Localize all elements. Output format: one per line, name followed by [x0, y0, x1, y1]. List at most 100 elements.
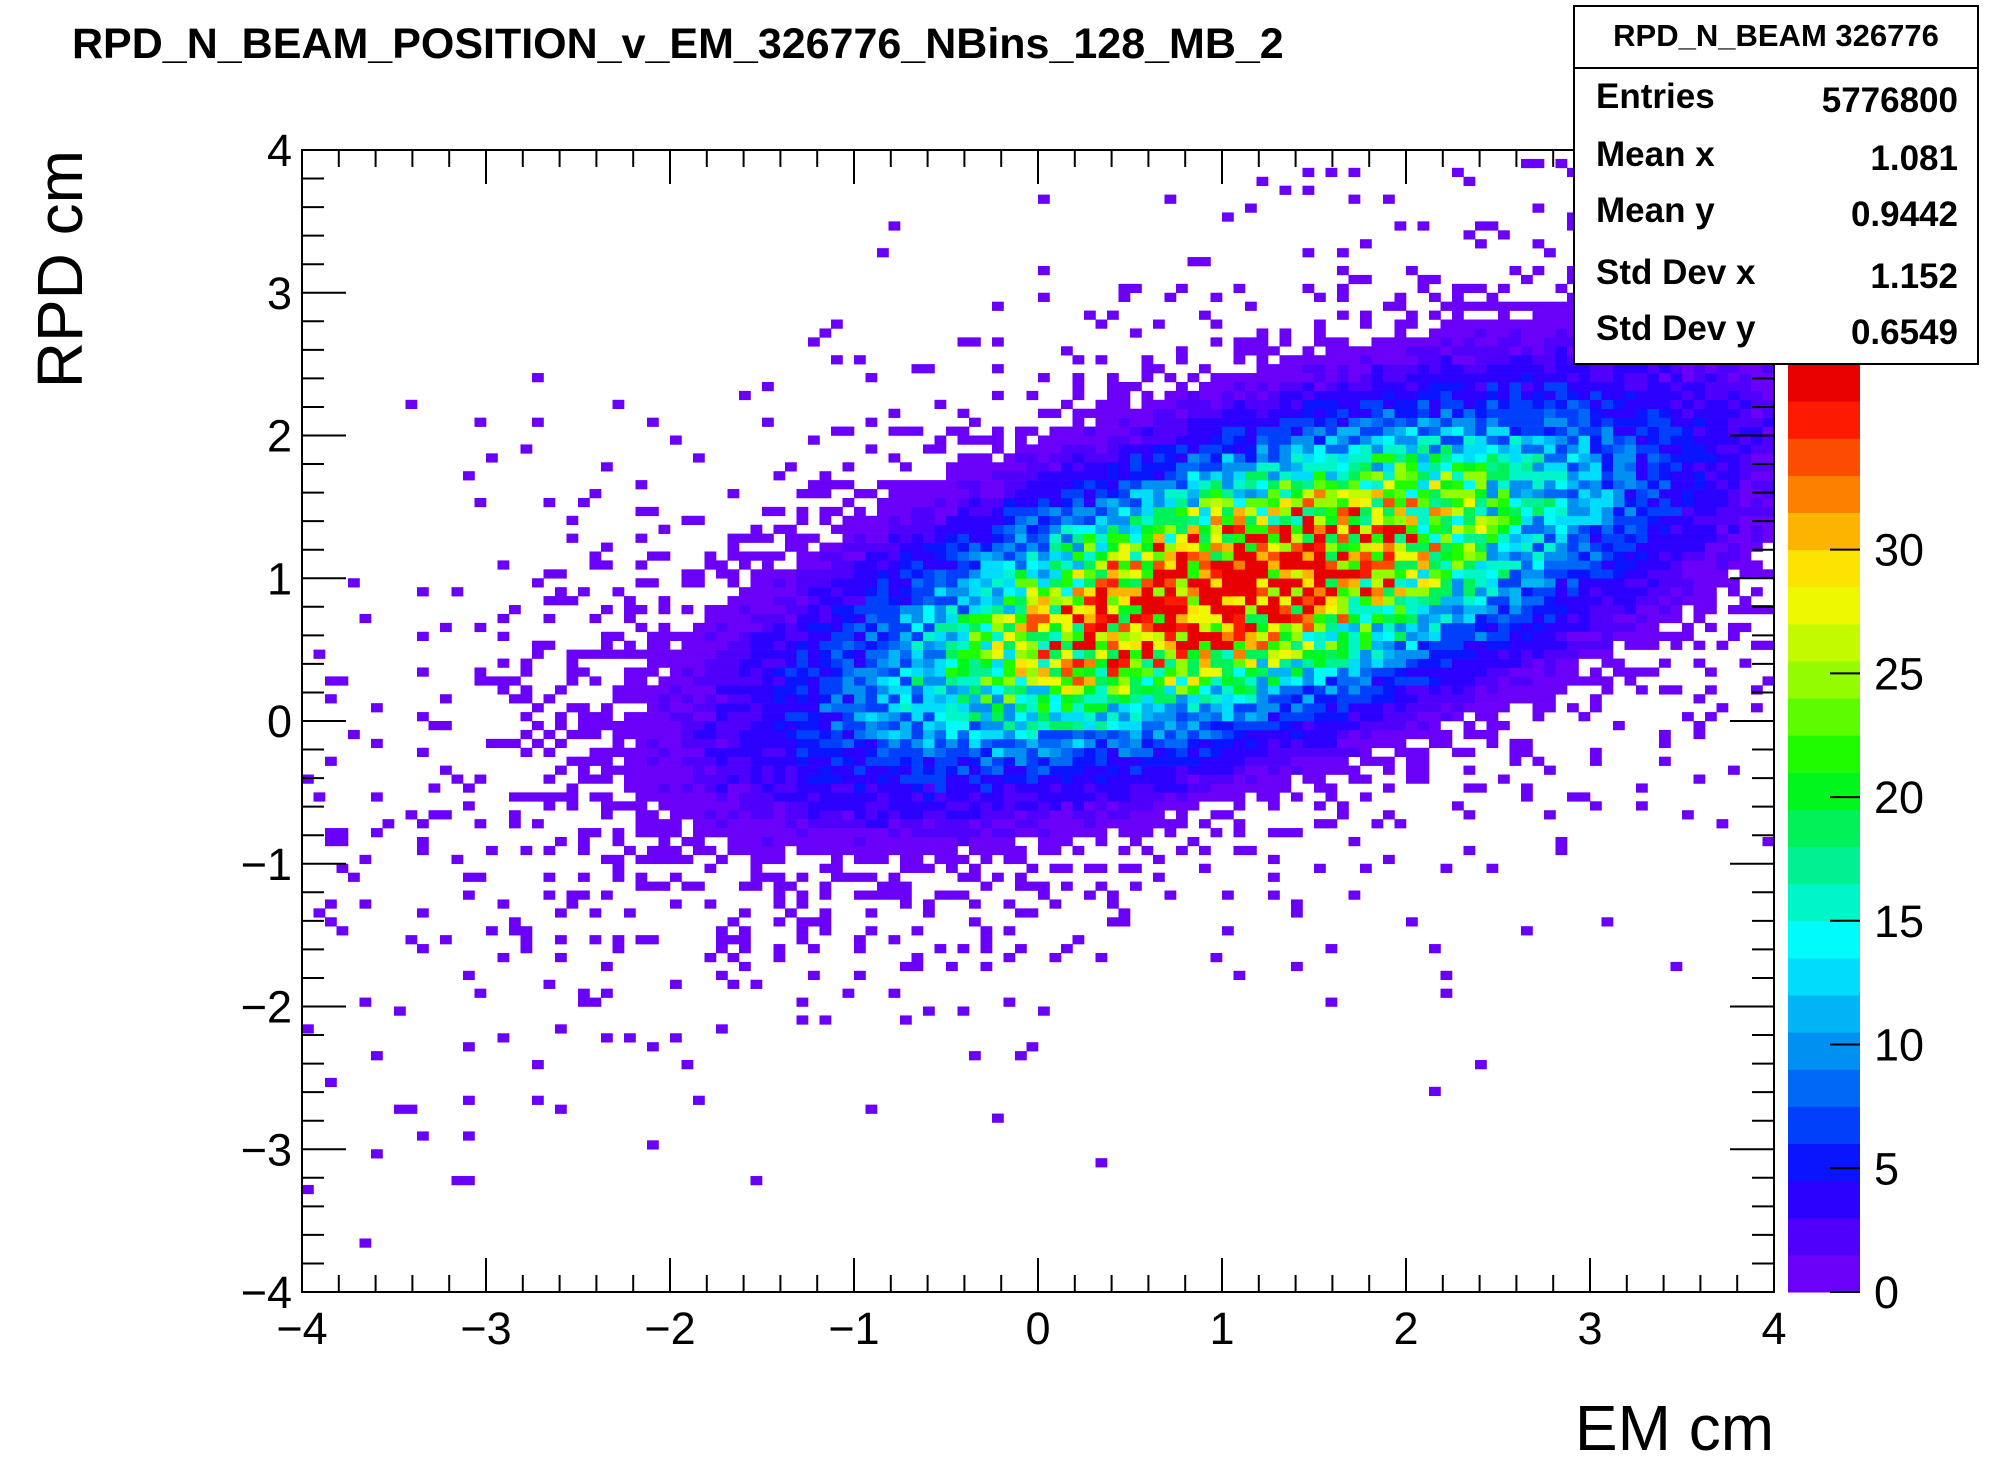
heat-cell	[1107, 676, 1119, 686]
heat-cell	[566, 596, 579, 606]
heat-cell	[1130, 408, 1142, 418]
heat-cell	[900, 792, 912, 802]
heat-cell	[1670, 685, 1683, 695]
heat-cell	[624, 694, 636, 704]
heat-cell	[762, 667, 774, 677]
heat-cell	[1279, 185, 1292, 195]
heat-cell	[1314, 408, 1326, 418]
heat-cell	[854, 845, 866, 856]
heat-cell	[624, 605, 636, 615]
heat-cell	[1256, 328, 1269, 338]
heat-cell	[1521, 649, 1533, 659]
heat-cell	[1049, 756, 1062, 766]
heat-cell	[1003, 658, 1016, 668]
heat-cell	[1015, 480, 1027, 490]
heat-cell	[1613, 506, 1625, 517]
heat-cell	[1210, 747, 1223, 757]
heat-cell	[888, 649, 901, 659]
heat-cell	[1406, 667, 1418, 677]
heat-cell	[1233, 399, 1246, 410]
heat-cell	[1061, 631, 1073, 641]
heat-cell	[1153, 676, 1165, 686]
heat-cell	[796, 676, 809, 686]
heat-cell	[1118, 453, 1131, 463]
heat-cell	[1291, 524, 1303, 534]
heat-cell	[1038, 756, 1050, 766]
heat-cell	[1383, 194, 1395, 204]
heat-cell	[1452, 337, 1464, 347]
heat-cell	[1636, 569, 1648, 579]
heat-cell	[1578, 480, 1591, 490]
heat-cell	[681, 569, 694, 579]
heat-cell	[1038, 658, 1050, 668]
heat-cell	[934, 738, 947, 749]
heat-cell	[911, 801, 924, 811]
heat-cell	[900, 426, 912, 436]
heat-cell	[1210, 542, 1223, 552]
heat-cell	[808, 828, 820, 838]
heat-cell	[969, 480, 981, 490]
heat-cell	[1130, 836, 1142, 847]
heat-cell	[1578, 587, 1591, 597]
heat-cell	[1475, 694, 1487, 704]
heat-cell	[1141, 497, 1154, 508]
heat-cell	[1383, 399, 1395, 410]
heat-cell	[1268, 774, 1280, 784]
heat-cell	[1440, 381, 1453, 392]
heat-cell	[980, 480, 993, 490]
heat-cell	[658, 801, 671, 811]
heat-cell	[1164, 605, 1177, 615]
heat-cell	[1325, 685, 1338, 695]
heat-cell	[980, 676, 993, 686]
heat-cell	[1429, 622, 1441, 633]
heat-cell	[1532, 694, 1545, 704]
heat-cell	[1314, 444, 1326, 454]
heat-cell	[474, 774, 487, 784]
heat-cell	[612, 854, 625, 865]
heat-cell	[1337, 587, 1349, 597]
heat-cell	[992, 489, 1004, 499]
heat-cell	[1049, 587, 1062, 597]
heat-cell	[1705, 462, 1717, 472]
heat-cell	[1072, 783, 1085, 793]
heat-cell	[1153, 667, 1165, 677]
heat-cell	[1038, 453, 1050, 463]
heat-cell	[474, 667, 487, 677]
heat-cell	[1256, 765, 1269, 775]
heat-cell	[877, 587, 889, 597]
heat-cell	[1210, 613, 1223, 624]
heat-cell	[1659, 578, 1671, 588]
heat-cell	[992, 845, 1004, 856]
heat-cell	[1222, 747, 1234, 757]
heat-cell	[911, 738, 924, 749]
heat-cell	[635, 738, 648, 749]
heat-cell	[1590, 694, 1602, 704]
heat-cell	[1521, 337, 1533, 347]
heat-cell	[1072, 667, 1085, 677]
heat-cell	[313, 908, 326, 918]
heat-cell	[1647, 390, 1660, 401]
heat-cell	[1716, 417, 1729, 427]
heat-cell	[1291, 712, 1303, 722]
heat-cell	[1601, 605, 1614, 615]
heat-cell	[566, 899, 579, 909]
heat-cell	[1601, 489, 1614, 499]
heat-cell	[1233, 605, 1246, 615]
heat-cell	[1026, 828, 1039, 838]
heat-cell	[1475, 381, 1487, 392]
heat-cell	[923, 658, 935, 668]
heat-cell	[1187, 444, 1200, 454]
heat-cell	[635, 774, 648, 784]
heat-cell	[1567, 435, 1579, 445]
heat-cell	[1705, 444, 1717, 454]
heat-cell	[1291, 453, 1303, 463]
heat-cell	[1003, 845, 1016, 856]
heat-cell	[647, 417, 659, 427]
heat-cell	[1130, 694, 1142, 704]
heat-cell	[716, 774, 728, 784]
heat-cell	[1061, 819, 1073, 829]
heat-cell	[969, 667, 981, 677]
heat-cell	[1107, 801, 1119, 811]
heat-cell	[1751, 506, 1763, 517]
heat-cell	[1314, 497, 1326, 508]
